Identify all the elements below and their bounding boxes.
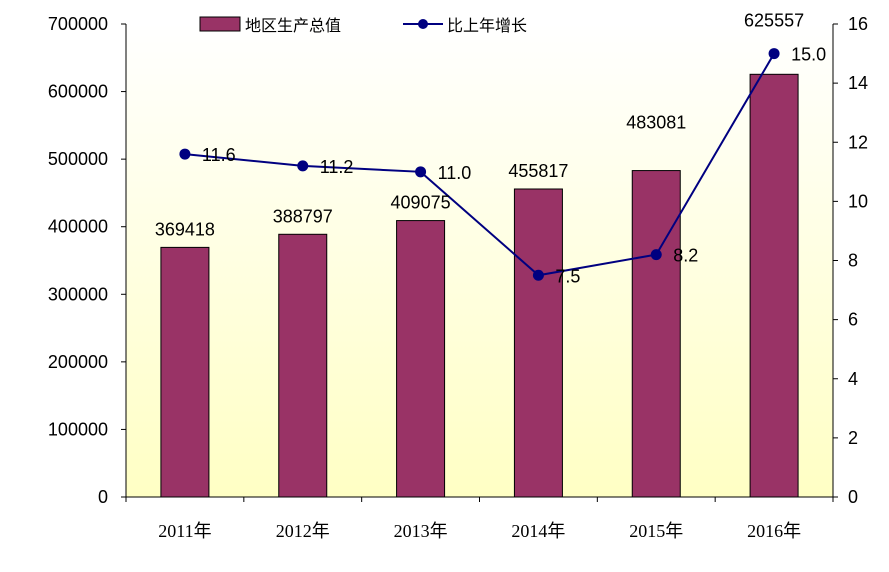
growth-value-label: 7.5	[555, 266, 580, 286]
growth-value-label: 8.2	[673, 246, 698, 266]
bar-value-label: 388797	[273, 206, 333, 226]
y-left-tick-label: 0	[98, 487, 108, 507]
legend-label-bar: 地区生产总值	[245, 16, 341, 35]
x-tick-label: 2011年	[158, 521, 211, 541]
growth-value-label: 11.2	[320, 157, 354, 177]
growth-value-label: 11.0	[438, 163, 472, 183]
bar-value-label: 409075	[391, 193, 451, 213]
y-right-tick-label: 14	[848, 73, 868, 93]
y-left-tick-label: 500000	[48, 149, 108, 169]
line-series-group	[179, 48, 780, 281]
legend-swatch-bar	[199, 16, 241, 32]
y-left-tick-label: 300000	[48, 284, 108, 304]
growth-point	[179, 148, 191, 160]
y-right-tick-label: 2	[848, 428, 858, 448]
growth-value-label: 15.0	[791, 45, 826, 65]
bar-value-label: 483081	[626, 113, 686, 133]
bar	[278, 233, 328, 498]
growth-point	[768, 48, 780, 60]
y-right-tick-label: 10	[848, 191, 868, 211]
y-right-tick-label: 0	[848, 487, 858, 507]
plot-area	[126, 24, 833, 497]
bar-value-label: 369418	[155, 219, 215, 239]
bar-value-label: 625557	[744, 10, 804, 30]
y-left-tick-label: 700000	[48, 14, 108, 34]
growth-point	[532, 269, 544, 281]
growth-point	[415, 166, 427, 178]
x-tick-label: 2016年	[747, 521, 801, 541]
y-right-tick-label: 4	[848, 369, 858, 389]
y-left-tick-label: 400000	[48, 217, 108, 237]
legend-label-line: 比上年增长	[447, 16, 527, 35]
growth-line	[184, 53, 775, 277]
x-tick-label: 2014年	[511, 521, 565, 541]
y-left-tick-label: 200000	[48, 352, 108, 372]
x-tick-label: 2012年	[276, 521, 330, 541]
bar	[749, 73, 799, 498]
bar	[631, 170, 681, 498]
bar	[396, 220, 446, 498]
x-tick-label: 2015年	[629, 521, 683, 541]
y-right-tick-label: 12	[848, 132, 868, 152]
axes-group: 0 100000 200000 300000 400000 500000 600000 700…	[48, 14, 868, 541]
growth-point	[650, 249, 662, 261]
growth-value-label: 11.6	[202, 145, 236, 165]
y-left-tick-label: 600000	[48, 82, 108, 102]
bar	[160, 246, 210, 498]
y-left-tick-label: 100000	[48, 419, 108, 439]
bar	[513, 188, 563, 498]
y-right-tick-label: 16	[848, 14, 868, 34]
bar-value-label: 455817	[508, 161, 568, 181]
growth-point	[297, 160, 309, 172]
y-right-tick-label: 8	[848, 251, 858, 271]
data-labels-group: 369418 388797 409075 455817 483081 625557 11.6…	[155, 10, 826, 286]
legend-swatch-marker	[418, 19, 428, 29]
bars-group	[160, 73, 799, 498]
x-tick-label: 2013年	[394, 521, 448, 541]
legend: 地区生产总值 比上年增长	[199, 16, 527, 35]
y-right-tick-label: 6	[848, 310, 858, 330]
